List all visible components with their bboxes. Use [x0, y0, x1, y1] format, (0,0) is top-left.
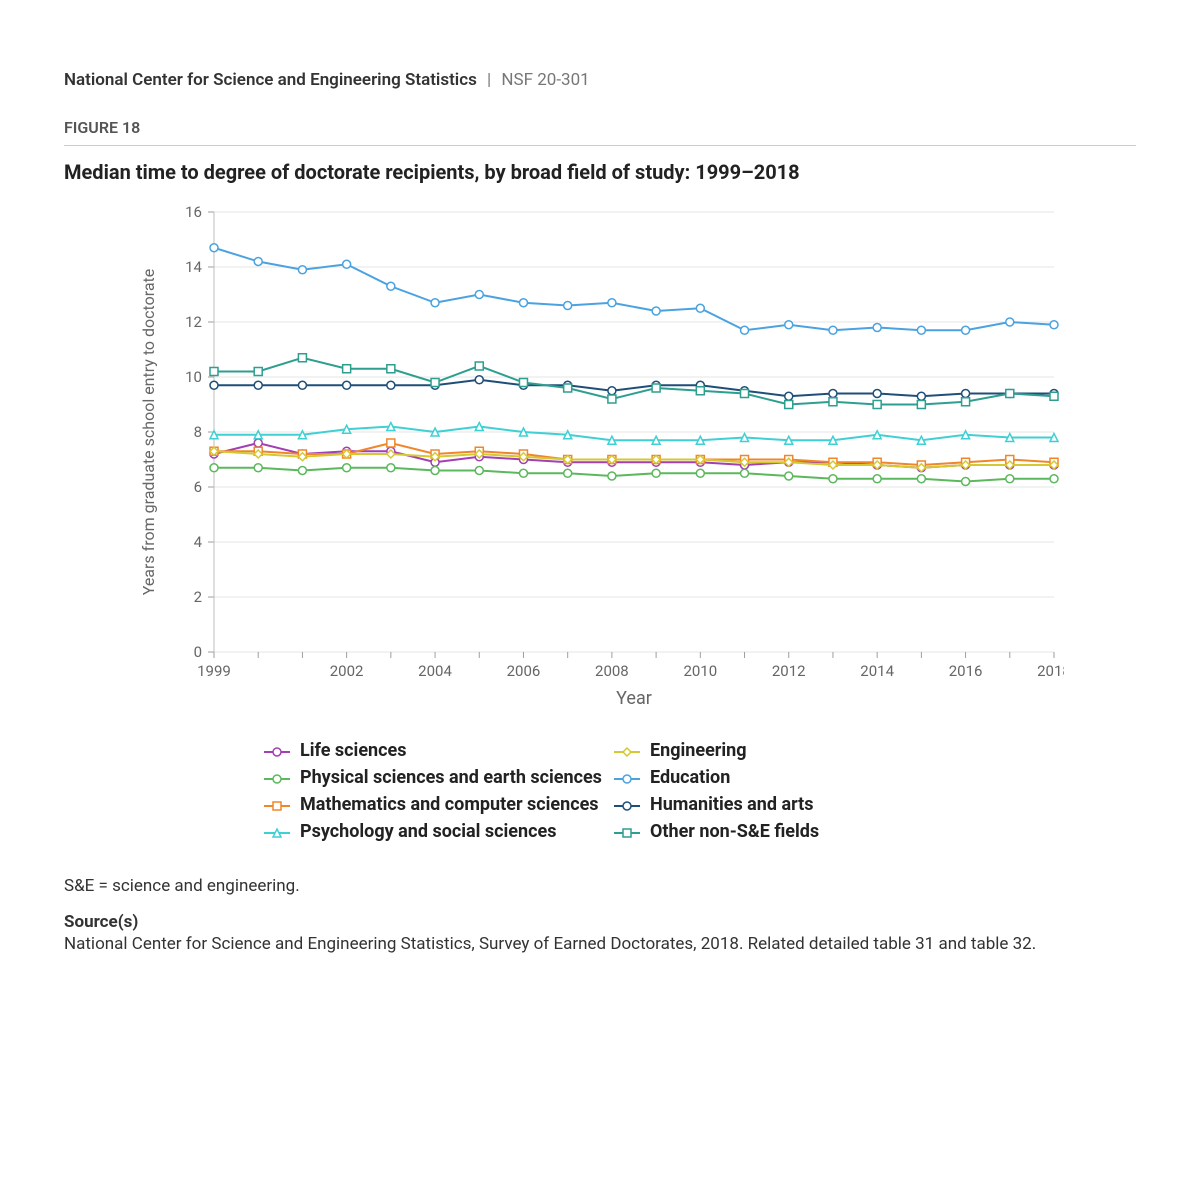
svg-text:1999: 1999	[197, 662, 231, 680]
legend-label: Mathematics and computer sciences	[300, 794, 599, 815]
svg-text:Years from graduate school ent: Years from graduate school entry to doct…	[139, 269, 158, 596]
svg-text:8: 8	[194, 423, 202, 441]
legend: Life sciences Engineering Physical science…	[264, 740, 1136, 842]
legend-label: Physical sciences and earth sciences	[300, 767, 602, 788]
legend-item: Humanities and arts	[614, 794, 964, 815]
sources-text: National Center for Science and Engineer…	[64, 934, 1136, 954]
legend-label: Psychology and social sciences	[300, 821, 556, 842]
svg-text:14: 14	[185, 258, 202, 276]
svg-text:2006: 2006	[507, 662, 541, 680]
svg-text:16: 16	[185, 203, 202, 221]
svg-text:2016: 2016	[949, 662, 983, 680]
figure-title: Median time to degree of doctorate recip…	[64, 160, 1136, 184]
svg-text:2008: 2008	[595, 662, 629, 680]
sources-label: Source(s)	[64, 912, 1136, 932]
svg-text:Year: Year	[616, 688, 652, 709]
footnote: S&E = science and engineering.	[64, 876, 1136, 896]
svg-text:2002: 2002	[330, 662, 364, 680]
legend-item: Other non-S&E fields	[614, 821, 964, 842]
legend-label: Engineering	[650, 740, 747, 761]
svg-text:2012: 2012	[772, 662, 806, 680]
legend-label: Humanities and arts	[650, 794, 814, 815]
legend-item: Mathematics and computer sciences	[264, 794, 614, 815]
header-code: NSF 20-301	[501, 70, 589, 90]
svg-text:2014: 2014	[860, 662, 894, 680]
legend-item: Engineering	[614, 740, 964, 761]
legend-label: Life sciences	[300, 740, 406, 761]
line-chart: 0 2 4 6 8 10 12 14 16 1999 2002 2004 2006 2008 2010 201…	[104, 202, 1064, 722]
header-org: National Center for Science and Engineer…	[64, 70, 477, 90]
svg-text:6: 6	[194, 478, 202, 496]
chart-svg: 0 2 4 6 8 10 12 14 16 1999 2002 2004 2006 2008 2010 201…	[104, 202, 1064, 722]
legend-item: Physical sciences and earth sciences	[264, 767, 614, 788]
svg-text:2004: 2004	[418, 662, 452, 680]
header-separator: |	[487, 70, 491, 90]
legend-item: Education	[614, 767, 964, 788]
svg-text:2010: 2010	[683, 662, 717, 680]
legend-label: Other non-S&E fields	[650, 821, 819, 842]
svg-text:2018: 2018	[1037, 662, 1064, 680]
page-header: National Center for Science and Engineer…	[64, 70, 1136, 90]
legend-item: Life sciences	[264, 740, 614, 761]
svg-text:0: 0	[194, 643, 202, 661]
figure-label: FIGURE 18	[64, 118, 1136, 146]
svg-text:4: 4	[194, 533, 203, 551]
svg-text:2: 2	[194, 588, 202, 606]
svg-text:12: 12	[185, 313, 202, 331]
svg-text:10: 10	[185, 368, 202, 386]
legend-label: Education	[650, 767, 730, 788]
legend-item: Psychology and social sciences	[264, 821, 614, 842]
